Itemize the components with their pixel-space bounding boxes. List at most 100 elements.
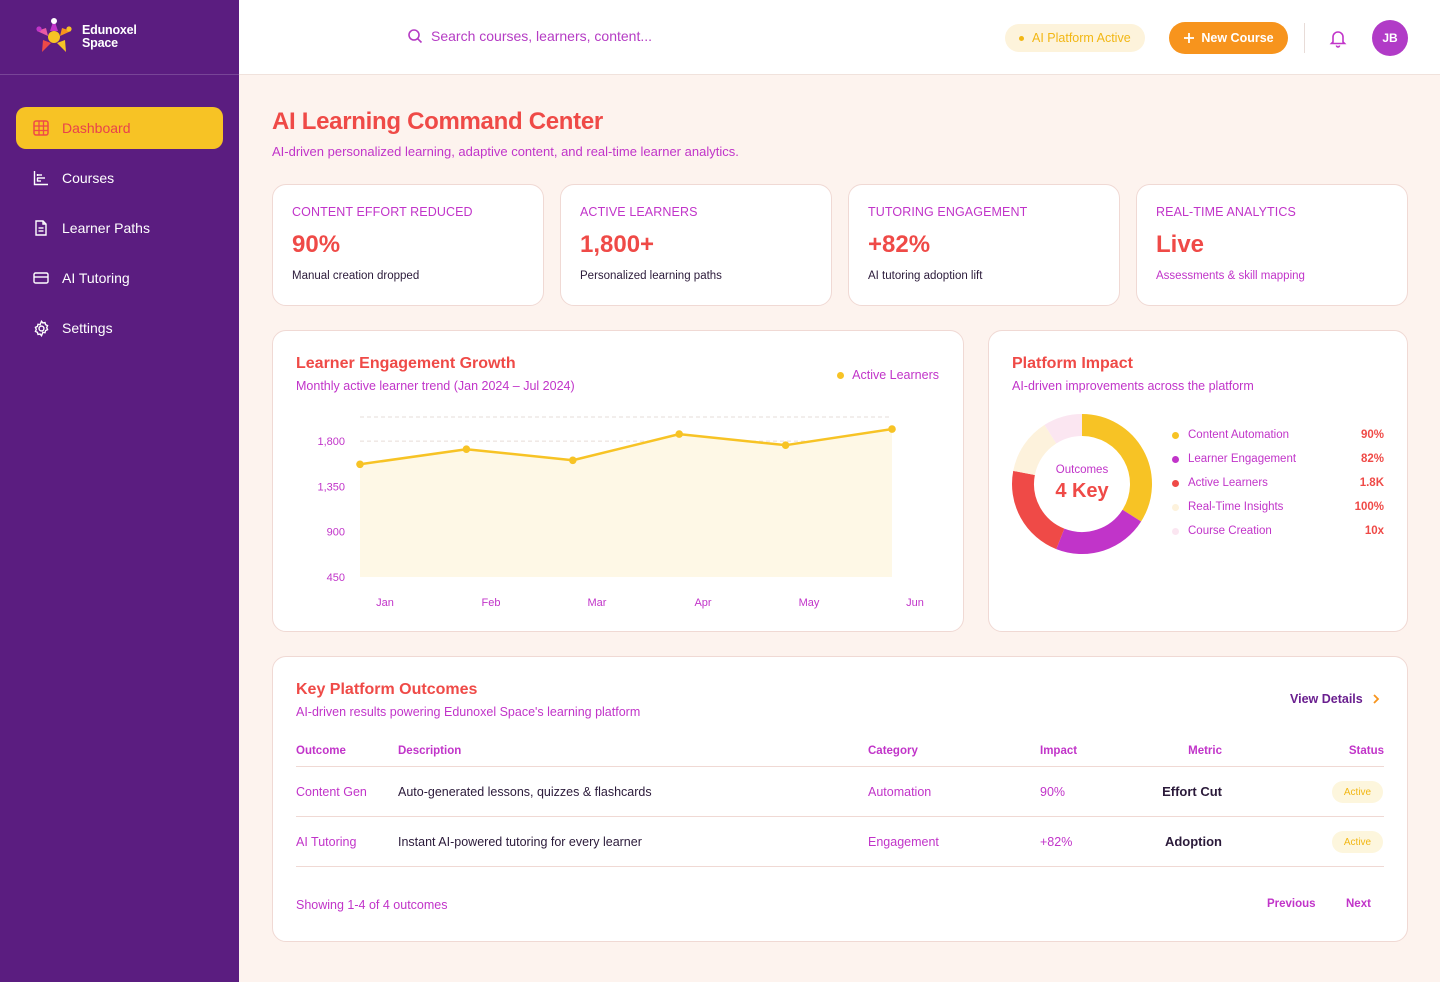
data-point[interactable]	[675, 430, 683, 438]
kpi-card-realtime-analytics: REAL-TIME ANALYTICS Live Assessments & s…	[1136, 184, 1408, 306]
kpi-value: Live	[1156, 231, 1205, 258]
sidebar-item-courses[interactable]: Courses	[16, 157, 223, 199]
cell-outcome: AI Tutoring	[296, 835, 357, 849]
legend-label: Active Learners	[852, 368, 939, 382]
engagement-chart: 1,800 1,350 900 450 Jan Feb Mar Apr May Jun	[317, 416, 924, 609]
x-tick-label: Jun	[906, 597, 924, 609]
x-tick-label: May	[799, 597, 820, 609]
sidebar: Edunoxel Space Dashboard Courses Learner…	[0, 0, 239, 982]
kpi-card-content-effort: CONTENT EFFORT REDUCED 90% Manual creati…	[272, 184, 544, 306]
x-tick-label: Mar	[588, 597, 607, 609]
view-details-label: View Details	[1290, 692, 1363, 706]
sidebar-item-learner-paths[interactable]: Learner Paths	[16, 207, 223, 249]
pagination-summary: Showing 1-4 of 4 outcomes	[296, 898, 448, 912]
brand-name-line1: Edunoxel	[82, 23, 137, 37]
impact-title: Platform Impact	[1012, 355, 1133, 372]
impact-label: Active Learners	[1188, 477, 1268, 489]
engagement-title: Learner Engagement Growth	[296, 355, 516, 372]
previous-button[interactable]: Previous	[1267, 898, 1316, 910]
impact-value: 82%	[1360, 453, 1384, 465]
x-tick-label: Jan	[376, 597, 394, 609]
column-header-outcome: Outcome	[296, 745, 346, 757]
outcomes-title: Key Platform Outcomes	[296, 681, 478, 698]
sidebar-item-label: Learner Paths	[62, 220, 150, 236]
impact-value: 90%	[1360, 429, 1384, 441]
page-title: AI Learning Command Center	[272, 108, 603, 135]
engagement-chart-card: Learner Engagement Growth Monthly active…	[272, 330, 964, 632]
status-badge: Active	[1332, 831, 1383, 853]
impact-legend-item: Learner Engagement 82%	[1172, 453, 1384, 465]
brand[interactable]: Edunoxel Space	[0, 0, 239, 75]
kpi-sub: Assessments & skill mapping	[1156, 270, 1305, 282]
column-header-status: Status	[1348, 745, 1384, 757]
kpi-card-active-learners: ACTIVE LEARNERS 1,800+ Personalized lear…	[560, 184, 832, 306]
new-course-button[interactable]: New Course	[1169, 22, 1288, 54]
legend-dot	[1172, 455, 1179, 463]
y-tick-label: 900	[327, 527, 345, 539]
cell-description: Instant AI-powered tutoring for every le…	[398, 835, 642, 849]
table-divider	[296, 816, 1384, 817]
x-tick-label: Feb	[482, 597, 501, 609]
impact-donut-chart	[1012, 414, 1152, 554]
status-badge: AI Platform Active	[1005, 24, 1145, 52]
cell-outcome: Content Gen	[296, 785, 367, 799]
search-input[interactable]: Search courses, learners, content...	[407, 28, 652, 44]
platform-impact-card: Platform Impact AI-driven improvements a…	[988, 330, 1408, 632]
sidebar-item-settings[interactable]: Settings	[16, 307, 223, 349]
brand-name: Edunoxel Space	[82, 24, 137, 50]
search-placeholder: Search courses, learners, content...	[431, 28, 652, 44]
kpi-value: +82%	[868, 231, 931, 258]
brand-name-line2: Space	[82, 36, 118, 50]
column-header-description: Description	[398, 745, 462, 757]
view-details-link[interactable]: View Details	[1290, 692, 1381, 706]
data-point[interactable]	[781, 441, 790, 449]
donut-slice[interactable]	[1044, 414, 1083, 444]
donut-slice[interactable]	[1081, 414, 1152, 522]
legend-dot	[1172, 527, 1179, 535]
donut-slice[interactable]	[1012, 470, 1065, 550]
impact-label: Course Creation	[1188, 525, 1272, 537]
impact-subtitle: AI-driven improvements across the platfo…	[1012, 379, 1254, 393]
data-point[interactable]	[569, 456, 577, 465]
legend-dot	[1172, 479, 1179, 487]
kpi-label: TUTORING ENGAGEMENT	[868, 205, 1028, 219]
cell-metric: Effort Cut	[1162, 784, 1222, 799]
data-point[interactable]	[888, 425, 896, 433]
kpi-sub: Personalized learning paths	[580, 270, 722, 282]
kpi-label: ACTIVE LEARNERS	[580, 205, 698, 219]
page-subtitle: AI-driven personalized learning, adaptiv…	[272, 144, 739, 159]
y-tick-label: 450	[327, 572, 345, 584]
data-point[interactable]	[462, 445, 471, 454]
donut-slice[interactable]	[1013, 424, 1057, 476]
data-point[interactable]	[356, 460, 364, 469]
impact-legend-item: Content Automation 90%	[1172, 429, 1384, 441]
sidebar-nav: Dashboard Courses Learner Paths AI Tutor…	[0, 75, 239, 349]
avatar[interactable]: JB	[1372, 20, 1408, 56]
kpi-label: CONTENT EFFORT REDUCED	[292, 205, 473, 219]
sidebar-item-dashboard[interactable]: Dashboard	[16, 107, 223, 149]
kpi-label: REAL-TIME ANALYTICS	[1156, 205, 1296, 219]
column-header-metric: Metric	[1188, 745, 1222, 757]
y-tick-label: 1,350	[317, 481, 345, 493]
topbar: Search courses, learners, content... AI …	[239, 0, 1440, 75]
kpi-value: 1,800+	[580, 231, 655, 258]
sidebar-item-label: Courses	[62, 170, 115, 186]
impact-value: 10x	[1364, 525, 1384, 537]
impact-label: Real-Time Insights	[1188, 501, 1284, 513]
status-dot	[1019, 35, 1024, 41]
impact-label: Content Automation	[1188, 429, 1290, 441]
impact-legend-item: Active Learners 1.8K	[1172, 477, 1384, 489]
donut-slice[interactable]	[1056, 509, 1142, 554]
next-button[interactable]: Next	[1346, 898, 1371, 910]
impact-value: 100%	[1354, 501, 1384, 513]
impact-legend-item: Course Creation 10x	[1172, 525, 1384, 537]
x-tick-label: Apr	[694, 597, 711, 609]
outcomes-subtitle: AI-driven results powering Edunoxel Spac…	[296, 705, 641, 719]
notifications-bell-icon[interactable]	[1328, 28, 1348, 53]
card-icon	[32, 269, 50, 287]
sidebar-item-label: AI Tutoring	[62, 270, 130, 286]
sidebar-item-ai-tutoring[interactable]: AI Tutoring	[16, 257, 223, 299]
status-text: AI Platform Active	[1032, 31, 1131, 45]
impact-value: 1.8K	[1359, 477, 1384, 489]
brand-logo-icon	[36, 18, 72, 52]
